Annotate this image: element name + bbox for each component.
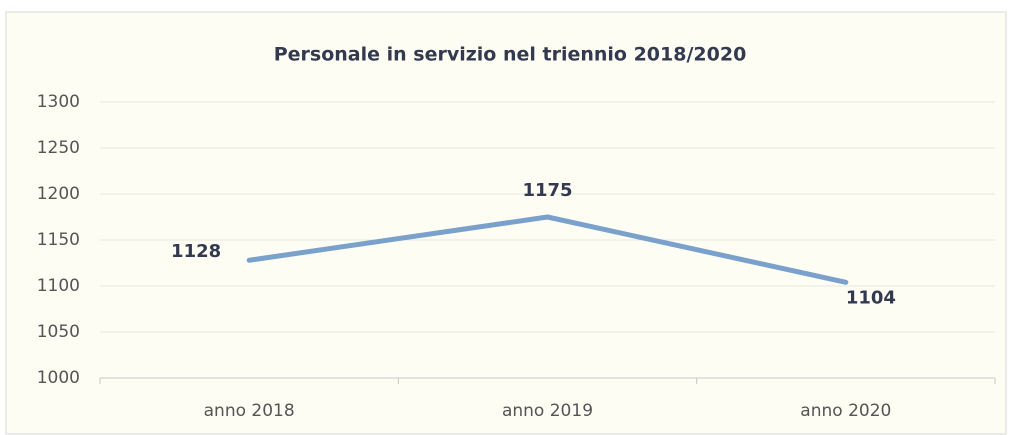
x-tick-label: anno 2018 bbox=[204, 401, 295, 421]
y-tick-label: 1050 bbox=[37, 322, 80, 342]
data-label: 1104 bbox=[846, 287, 896, 308]
chart-title: Personale in servizio nel triennio 2018/… bbox=[274, 44, 747, 66]
y-tick-label: 1300 bbox=[37, 92, 80, 112]
data-label: 1175 bbox=[522, 180, 572, 201]
y-tick-label: 1200 bbox=[37, 184, 80, 204]
y-tick-label: 1250 bbox=[37, 138, 80, 158]
x-tick-label: anno 2019 bbox=[502, 401, 593, 421]
data-line bbox=[246, 214, 849, 285]
y-tick-label: 1150 bbox=[37, 230, 80, 250]
y-tick-label: 1100 bbox=[37, 276, 80, 296]
x-tick-label: anno 2020 bbox=[800, 401, 891, 421]
data-label: 1128 bbox=[171, 241, 221, 262]
y-tick-label: 1000 bbox=[37, 368, 80, 388]
